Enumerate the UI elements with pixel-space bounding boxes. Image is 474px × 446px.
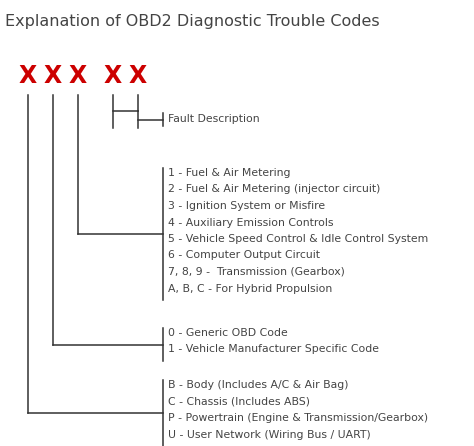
Text: B - Body (Includes A/C & Air Bag): B - Body (Includes A/C & Air Bag) [168, 380, 348, 390]
Text: X: X [129, 64, 147, 88]
Text: 7, 8, 9 -  Transmission (Gearbox): 7, 8, 9 - Transmission (Gearbox) [168, 267, 345, 277]
Text: X: X [104, 64, 122, 88]
Text: 3 - Ignition System or Misfire: 3 - Ignition System or Misfire [168, 201, 325, 211]
Text: Fault Description: Fault Description [168, 115, 260, 124]
Text: A, B, C - For Hybrid Propulsion: A, B, C - For Hybrid Propulsion [168, 284, 332, 293]
Text: X: X [44, 64, 62, 88]
Text: C - Chassis (Includes ABS): C - Chassis (Includes ABS) [168, 396, 310, 406]
Text: 5 - Vehicle Speed Control & Idle Control System: 5 - Vehicle Speed Control & Idle Control… [168, 234, 428, 244]
Text: 1 - Vehicle Manufacturer Specific Code: 1 - Vehicle Manufacturer Specific Code [168, 344, 379, 355]
Text: 4 - Auxiliary Emission Controls: 4 - Auxiliary Emission Controls [168, 218, 334, 227]
Text: X: X [19, 64, 37, 88]
Text: 1 - Fuel & Air Metering: 1 - Fuel & Air Metering [168, 168, 291, 178]
Text: P - Powertrain (Engine & Transmission/Gearbox): P - Powertrain (Engine & Transmission/Ge… [168, 413, 428, 423]
Text: X: X [69, 64, 87, 88]
Text: 0 - Generic OBD Code: 0 - Generic OBD Code [168, 328, 288, 338]
Text: 2 - Fuel & Air Metering (injector circuit): 2 - Fuel & Air Metering (injector circui… [168, 185, 380, 194]
Text: U - User Network (Wiring Bus / UART): U - User Network (Wiring Bus / UART) [168, 429, 371, 439]
Text: 6 - Computer Output Circuit: 6 - Computer Output Circuit [168, 251, 320, 260]
Text: Explanation of OBD2 Diagnostic Trouble Codes: Explanation of OBD2 Diagnostic Trouble C… [5, 14, 380, 29]
